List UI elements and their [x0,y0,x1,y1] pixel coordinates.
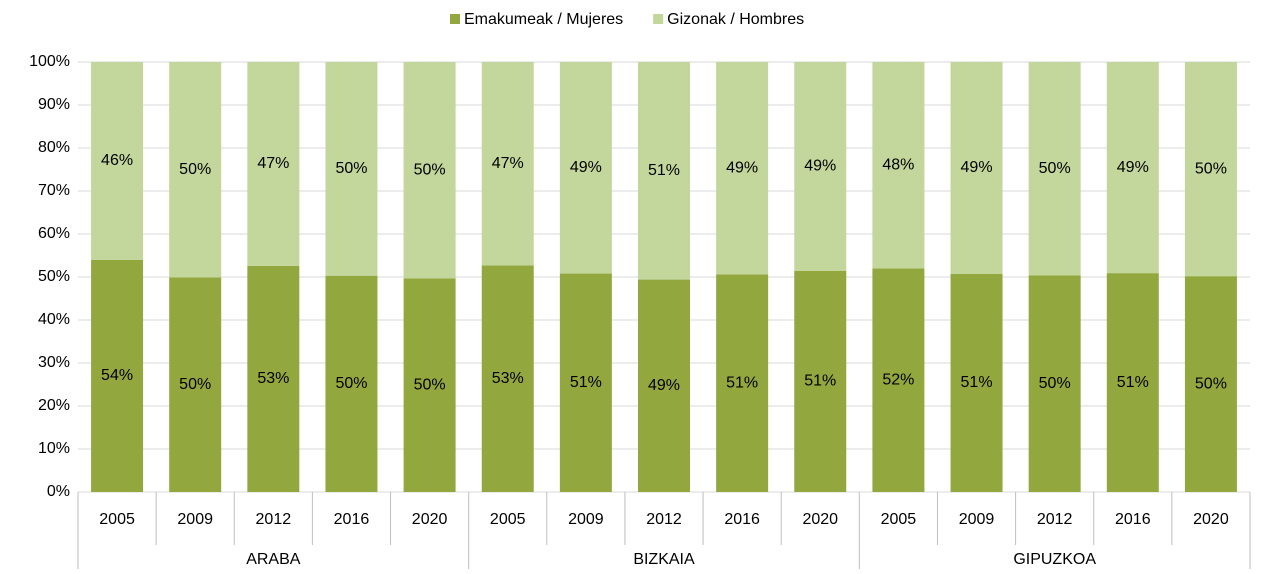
data-label: 49% [648,377,680,394]
bar-segment [403,278,456,492]
y-tick-label: 40% [38,311,70,328]
x-tick-label: 2009 [959,511,995,528]
data-label: 49% [726,159,758,176]
bar-segment [716,62,769,275]
x-tick-label: 2005 [881,511,917,528]
y-tick-label: 70% [38,182,70,199]
y-tick-label: 80% [38,139,70,156]
bar-segment [1184,62,1237,277]
data-label: 50% [414,161,446,178]
data-label: 51% [648,162,680,179]
bar-segment [638,279,690,492]
bar-segment [716,274,769,492]
bar-segment [872,268,925,492]
data-label: 50% [1195,160,1227,177]
bar-segment [403,62,456,279]
bar-segment [794,270,847,492]
data-label: 51% [570,374,602,391]
bar-segment [247,265,300,492]
bar-segment [1028,275,1081,492]
data-label: 47% [257,155,289,172]
group-label: BIZKAIA [633,551,695,568]
data-label: 52% [882,371,914,388]
bar-segment [1106,62,1159,274]
data-label: 47% [492,155,524,172]
data-label: 54% [101,367,133,384]
data-label: 49% [961,159,993,176]
x-tick-label: 2012 [646,511,682,528]
x-tick-label: 2005 [490,511,526,528]
bar-segment [638,62,690,280]
group-label: GIPUZKOA [1013,551,1096,568]
x-tick-label: 2009 [568,511,604,528]
data-label: 50% [335,375,367,392]
legend-swatch [653,14,664,24]
bar-segment [481,62,534,266]
x-tick-label: 2016 [1115,511,1151,528]
data-label: 50% [1039,160,1071,177]
bar-segment [325,275,378,492]
bar-segment [872,62,925,269]
data-label: 51% [961,374,993,391]
y-tick-label: 60% [38,225,70,242]
x-tick-label: 2020 [802,511,838,528]
bar-segment [1106,273,1159,492]
legend-label: Gizonak / Hombres [667,11,804,28]
legend-swatch [450,14,460,24]
data-label: 53% [492,370,524,387]
data-label: 48% [882,156,914,173]
legend-label: Emakumeak / Mujeres [464,11,623,28]
bar-segment [247,62,300,266]
x-tick-label: 2009 [177,511,213,528]
y-tick-label: 50% [38,268,70,285]
y-tick-label: 30% [38,354,70,371]
bar-segment [1184,276,1237,492]
data-label: 53% [257,370,289,387]
bar-segment [169,62,222,278]
y-tick-label: 90% [38,96,70,113]
x-tick-label: 2012 [1037,511,1073,528]
data-label: 49% [804,158,836,175]
data-label: 49% [1117,159,1149,176]
bar-segment [950,273,1003,492]
x-tick-label: 2016 [334,511,370,528]
y-tick-label: 0% [47,483,70,500]
bar-segment [1028,62,1081,276]
data-label: 50% [414,376,446,393]
x-tick-label: 2005 [99,511,135,528]
data-label: 49% [570,159,602,176]
bar-segment [559,273,612,492]
x-tick-label: 2020 [412,511,448,528]
y-tick-label: 10% [38,440,70,457]
bar-segment [794,62,847,271]
data-label: 51% [726,374,758,391]
y-tick-label: 100% [29,53,70,70]
y-tick-label: 20% [38,397,70,414]
data-label: 50% [1195,375,1227,392]
data-label: 50% [179,376,211,393]
x-tick-label: 2016 [724,511,760,528]
x-tick-label: 2020 [1193,511,1229,528]
data-label: 50% [179,161,211,178]
x-tick-label: 2012 [256,511,292,528]
data-label: 50% [335,160,367,177]
data-label: 51% [1117,374,1149,391]
bar-segment [169,277,222,492]
data-label: 50% [1039,375,1071,392]
bar-segment [481,265,534,492]
data-label: 51% [804,373,836,390]
bar-segment [91,259,144,492]
bar-segment [325,62,378,276]
bar-segment [91,62,144,260]
data-label: 46% [101,152,133,169]
group-label: ARABA [246,551,301,568]
bar-segment [950,62,1003,274]
bar-segment [559,62,612,274]
